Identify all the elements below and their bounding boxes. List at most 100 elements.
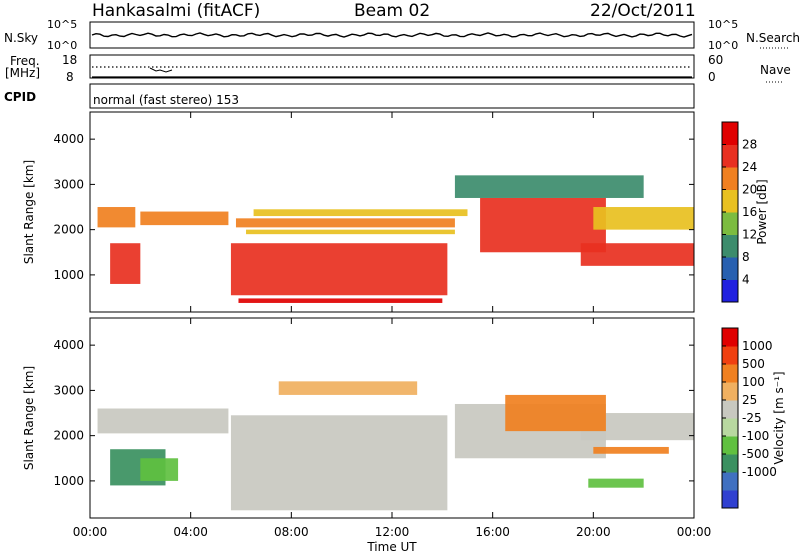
xtick-label: 00:00 — [677, 525, 712, 539]
velocity-band — [588, 478, 644, 488]
freq-tick-top: 18 — [62, 53, 77, 67]
velocity-colorbar-segment — [722, 364, 738, 383]
velocity-ytick-label: 4000 — [53, 338, 84, 352]
date-label: 22/Oct/2011 — [590, 1, 696, 21]
nsky-tick-top: 10^5 — [47, 18, 77, 31]
power-colorbar-tick-label: 24 — [742, 160, 757, 174]
freq-panel: Freq. [MHz] 18 8 60 0 Nave — [5, 53, 791, 84]
nsky-panel: N.Sky 10^5 10^0 10^5 10^0 N.Search — [4, 18, 800, 52]
freq-dip — [149, 67, 173, 73]
velocity-ytick-label: 2000 — [53, 429, 84, 443]
power-colorbar-segment — [722, 122, 738, 145]
xtick-label: 16:00 — [475, 525, 510, 539]
nsearch-tick-top: 10^5 — [708, 18, 738, 31]
velocity-band — [505, 394, 606, 432]
velocity-panel: 1000 2000 3000 4000 00:00 04:00 08:00 12:00 16:… — [22, 112, 711, 554]
power-colorbar-tick-label: 12 — [742, 228, 757, 242]
velocity-ytick-label: 3000 — [53, 383, 84, 397]
velocity-yticks: 1000 2000 3000 4000 — [53, 338, 694, 488]
velocity-colorbar-segment — [722, 490, 738, 509]
freq-label: Freq. — [10, 54, 40, 68]
velocity-ytick-label: 1000 — [53, 474, 84, 488]
nsearch-tick-bottom: 10^0 — [708, 39, 738, 52]
velocity-colorbar-tick-label: -25 — [742, 411, 762, 425]
velocity-colorbar-segment — [722, 454, 738, 473]
velocity-colorbar-tick-label: -500 — [742, 447, 769, 461]
power-colorbar-label: Power [dB] — [755, 179, 769, 244]
power-band — [454, 175, 644, 198]
power-colorbar-segment — [722, 212, 738, 235]
power-colorbar-segment — [722, 167, 738, 190]
cpid-frame — [89, 83, 695, 109]
power-colorbar-segment — [722, 279, 738, 303]
power-ytick-label: 1000 — [53, 268, 84, 282]
power-colorbar-tick-label: 16 — [742, 205, 757, 219]
nave-tick-bottom: 0 — [708, 70, 716, 84]
power-yticks: 1000 2000 3000 4000 — [53, 132, 694, 282]
nsky-tick-bottom: 10^0 — [47, 39, 77, 52]
power-band — [230, 243, 448, 296]
power-band — [593, 207, 694, 230]
velocity-colorbar-segment — [722, 382, 738, 401]
xtick-label: 08:00 — [274, 525, 309, 539]
power-colorbar-segment — [722, 257, 738, 280]
time-axis-ticks: 00:00 04:00 08:00 12:00 16:00 20:00 00:00 — [73, 112, 712, 539]
nave-label: Nave — [760, 63, 791, 77]
power-band — [110, 243, 141, 284]
freq-unit-label: [MHz] — [5, 66, 40, 80]
velocity-band — [140, 458, 179, 481]
nsky-label: N.Sky — [4, 31, 38, 45]
power-colorbar-segment — [722, 144, 738, 168]
power-colorbar: Power [dB] 4 8 12 16 20 24 28 — [721, 121, 769, 303]
power-band — [235, 218, 455, 228]
velocity-colorbar-tick-label: 500 — [742, 357, 765, 371]
cpid-value: normal (fast stereo) 153 — [93, 93, 239, 107]
velocity-band — [97, 408, 229, 434]
power-colorbar-tick-label: 28 — [742, 138, 757, 152]
xtick-label: 12:00 — [375, 525, 410, 539]
power-ytick-label: 3000 — [53, 177, 84, 191]
xtick-label: 00:00 — [73, 525, 108, 539]
velocity-band — [593, 446, 669, 454]
velocity-colorbar: Velocity [m s⁻¹] 1000 500 100 25 -25 -100 -500… — [721, 327, 786, 509]
velocity-colorbar-tick-label: -1000 — [742, 465, 777, 479]
power-ytick-label: 2000 — [53, 223, 84, 237]
velocity-colorbar-segment — [722, 418, 738, 437]
velocity-colorbar-tick-label: 100 — [742, 375, 765, 389]
nave-tick-top: 60 — [708, 53, 723, 67]
power-panel: 1000 2000 3000 4000 Slant Range [km] — [22, 111, 695, 313]
velocity-colorbar-segment — [722, 346, 738, 365]
power-colorbar-tick-label: 8 — [742, 250, 750, 264]
cpid-panel: CPID normal (fast stereo) 153 — [4, 83, 695, 109]
velocity-colorbar-segment — [722, 400, 738, 419]
velocity-ylabel: Slant Range [km] — [22, 366, 36, 470]
beam-label: Beam 02 — [354, 1, 430, 21]
nsky-trace — [91, 32, 693, 38]
freq-frame — [89, 54, 695, 79]
velocity-data — [97, 381, 694, 511]
cpid-label: CPID — [4, 90, 36, 104]
velocity-band — [230, 415, 448, 511]
time-axis-label: Time UT — [366, 540, 417, 554]
power-band — [253, 209, 468, 217]
velocity-colorbar-tick-label: 25 — [742, 393, 757, 407]
power-data — [97, 175, 694, 303]
power-band — [246, 229, 455, 235]
velocity-colorbar-label: Velocity [m s⁻¹] — [772, 371, 786, 464]
velocity-colorbar-segment — [722, 328, 738, 347]
power-band — [238, 298, 443, 303]
power-band — [580, 243, 694, 266]
xtick-label: 04:00 — [173, 525, 208, 539]
velocity-colorbar-segment — [722, 436, 738, 455]
power-ytick-label: 4000 — [53, 132, 84, 146]
power-band — [140, 211, 229, 226]
nsky-frame — [89, 21, 695, 49]
xtick-label: 20:00 — [576, 525, 611, 539]
power-colorbar-tick-label: 4 — [742, 273, 750, 287]
power-colorbar-tick-label: 20 — [742, 183, 757, 197]
power-ylabel: Slant Range [km] — [22, 160, 36, 264]
nsearch-label: N.Search — [746, 31, 800, 45]
velocity-colorbar-tick-label: -100 — [742, 429, 769, 443]
power-colorbar-segment — [722, 189, 738, 213]
